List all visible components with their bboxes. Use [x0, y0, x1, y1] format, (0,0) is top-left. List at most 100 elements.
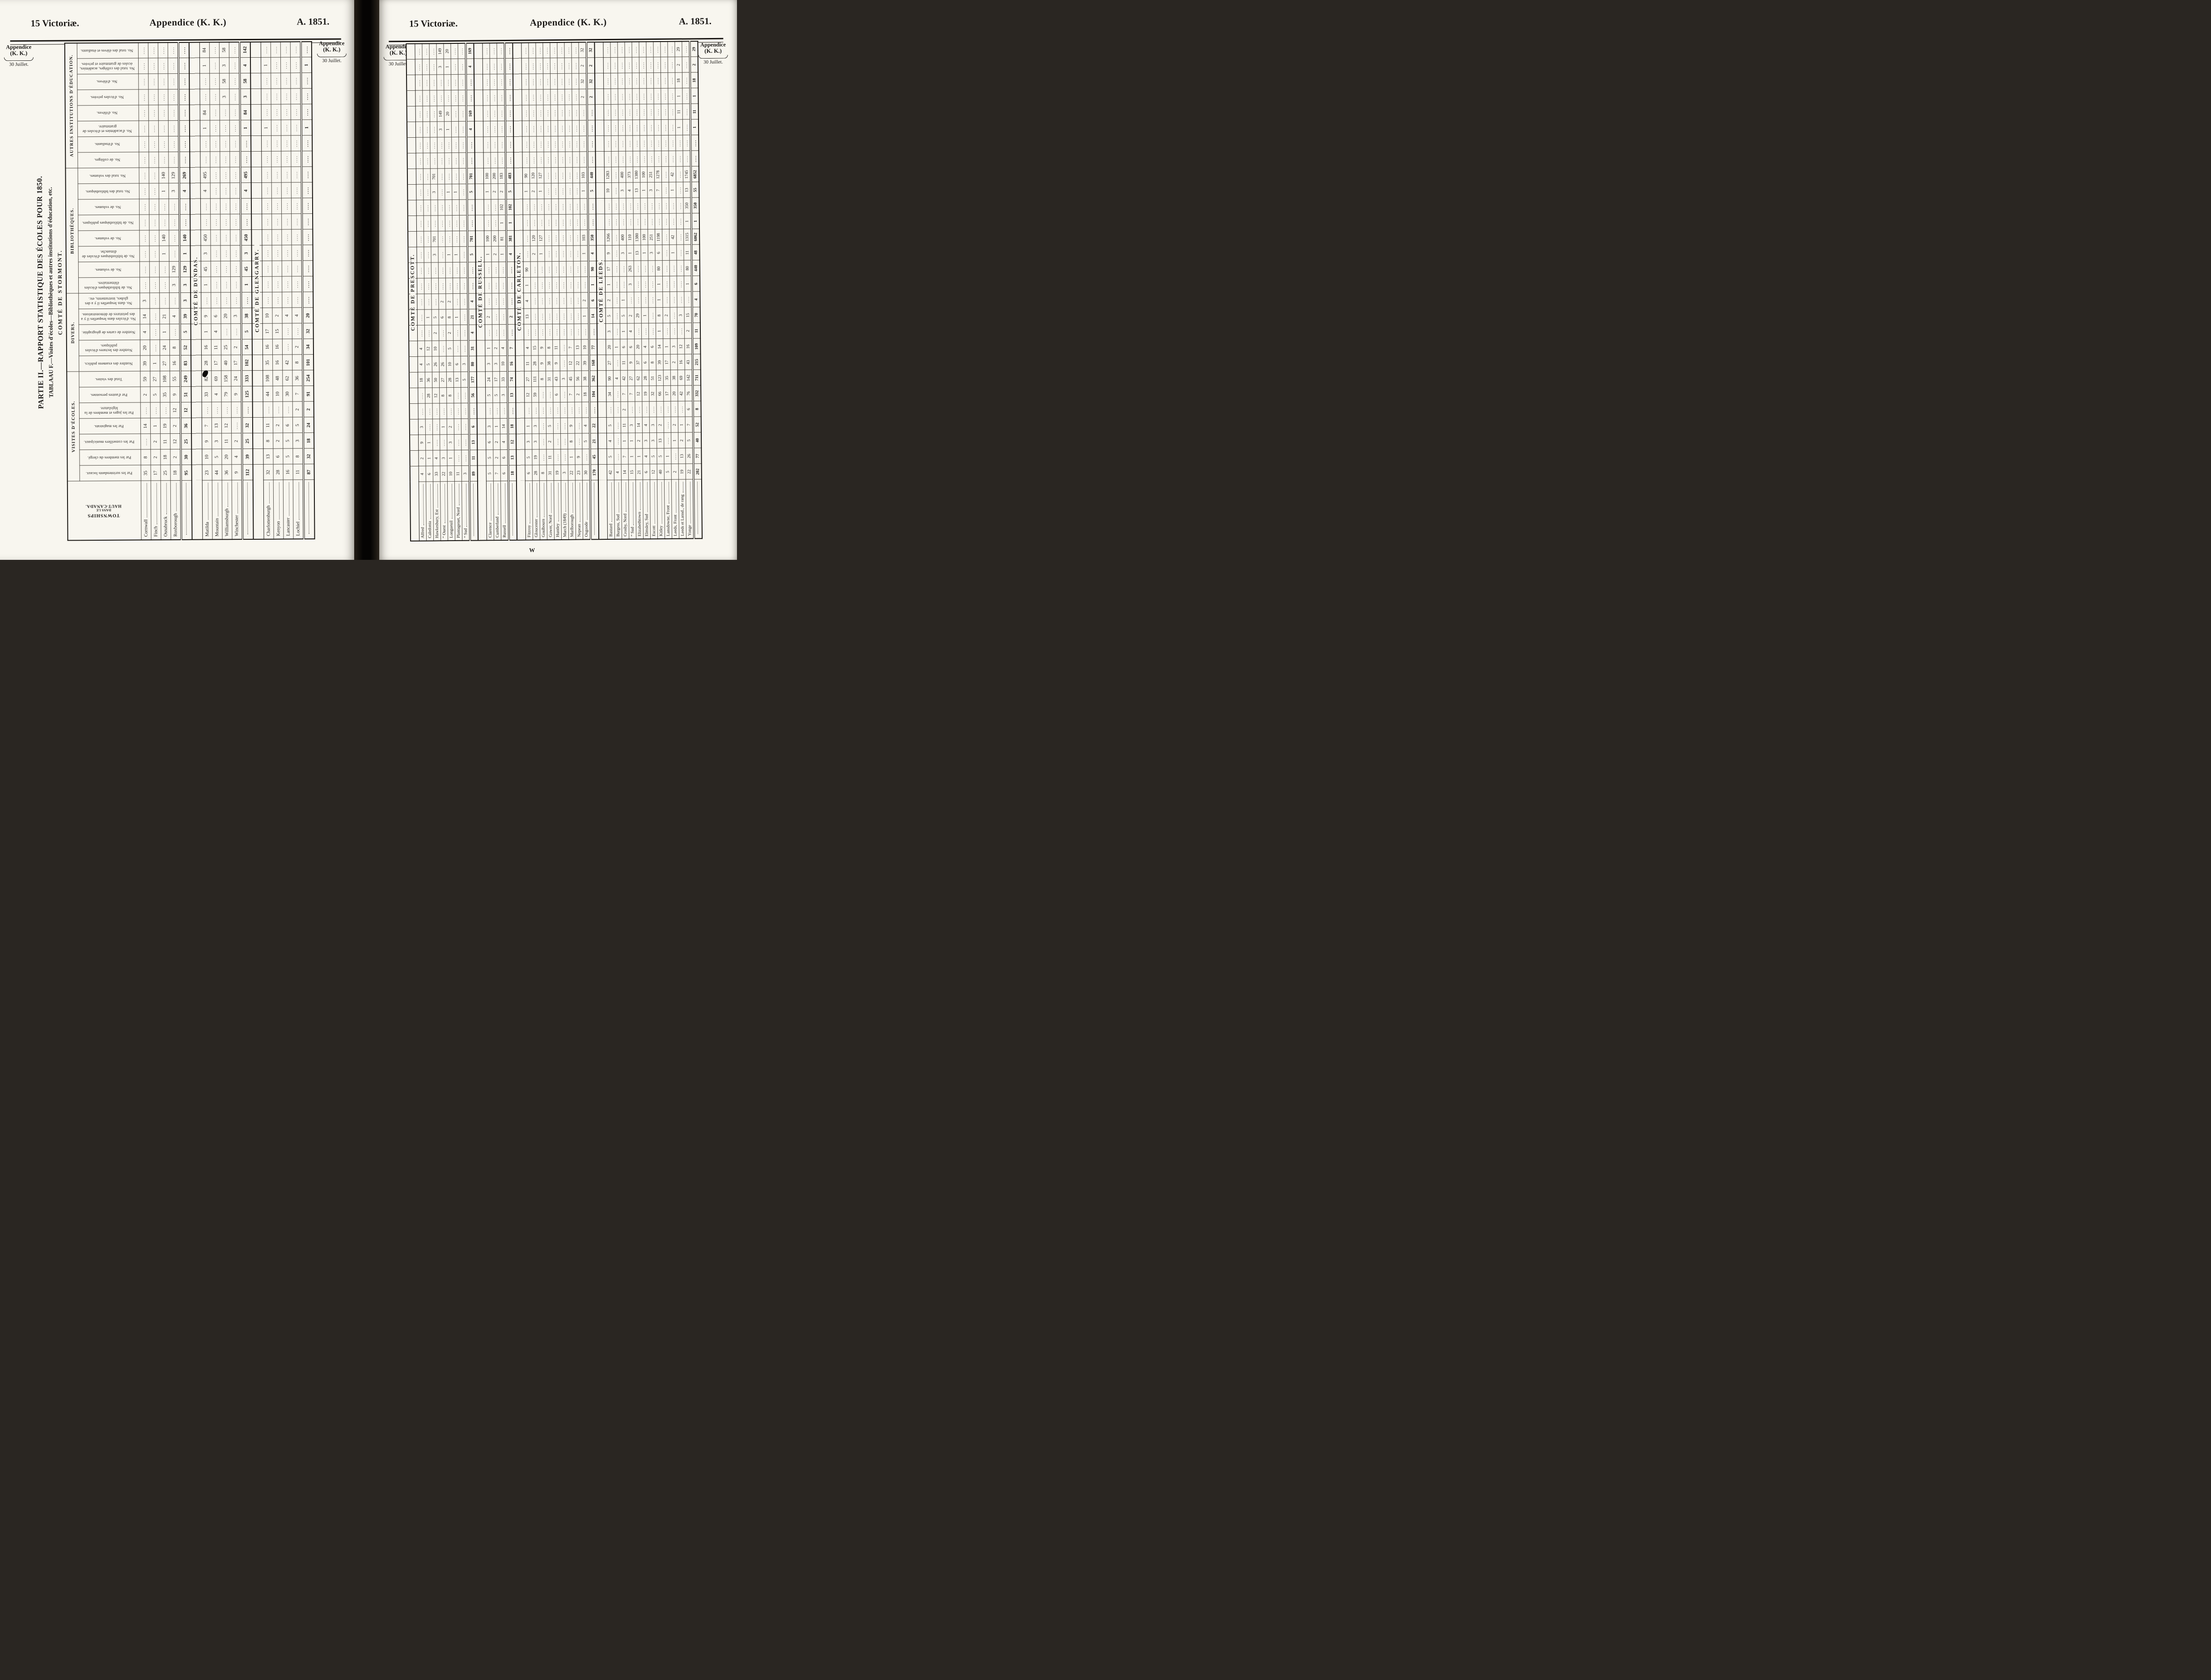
stat-cell: ....: [200, 214, 211, 230]
stat-cell: ....: [566, 245, 574, 262]
stat-cell: ....: [262, 198, 272, 214]
column-header: No. total des volumes.: [77, 168, 140, 184]
stat-cell: ....: [417, 325, 425, 341]
year-label: A. 1851.: [296, 16, 330, 27]
stat-cell: 62: [635, 370, 642, 386]
stat-cell: ....: [430, 200, 438, 216]
stat-cell: ....: [229, 151, 241, 168]
stat-cell: ....: [445, 231, 453, 247]
year-label: A. 1851.: [678, 15, 712, 27]
township-label: Bastard: [608, 480, 614, 539]
stat-cell: 1: [613, 339, 620, 355]
stat-cell: 8: [539, 465, 547, 481]
stat-cell: 6: [589, 292, 597, 309]
stat-cell: 42: [669, 166, 676, 182]
township-name: Crosby, Nord: [623, 513, 628, 537]
stat-cell: 6: [273, 449, 284, 465]
stat-cell: 1: [522, 183, 530, 199]
stat-cell: ....: [459, 152, 467, 169]
township-name: “ Sud: [630, 527, 635, 537]
stat-cell: 1: [656, 323, 663, 339]
dotted-leader: [490, 483, 491, 521]
stat-cell: ....: [453, 340, 461, 357]
stat-cell: ....: [199, 89, 210, 105]
stat-cell: ....: [504, 58, 513, 75]
binding-gutter: [354, 0, 379, 560]
stat-cell: ....: [210, 105, 220, 121]
stat-cell: 42: [620, 370, 628, 386]
column-header-text: Par les juges et membres de la législatu…: [84, 406, 134, 416]
township-name: Elmsley, Sud: [644, 514, 649, 537]
county-title: COMTÉ DE DUNDAS.: [193, 251, 199, 331]
stat-cell: ....: [283, 402, 293, 418]
stat-cell: ....: [291, 135, 302, 152]
stat-cell: ....: [633, 198, 641, 214]
stat-cell: 27: [606, 355, 614, 371]
stat-cell: 20: [606, 339, 613, 355]
stat-cell: ....: [423, 169, 431, 185]
stat-cell: ....: [573, 214, 580, 230]
stat-cell: 48: [272, 370, 283, 386]
stat-cell: ....: [220, 136, 230, 152]
stat-cell: 45: [590, 449, 598, 465]
township-label: Russell: [502, 482, 507, 540]
stat-cell: ....: [625, 89, 633, 105]
stat-cell: ....: [669, 276, 677, 292]
stat-cell: 169: [466, 43, 474, 59]
stat-cell: 4: [211, 324, 221, 340]
column-header: No. de bibliothèques publiques.: [78, 215, 140, 231]
stat-cell: 1: [447, 450, 455, 466]
stat-cell: ....: [538, 402, 546, 419]
stat-cell: ....: [663, 323, 670, 339]
stat-cell: 2: [292, 402, 303, 418]
stat-cell: ....: [676, 213, 684, 229]
scanned-spread: 15 Victoriæ. Appendice (K. K.) A. 1851. …: [0, 0, 737, 560]
running-head-left: 15 Victoriæ. Appendice (K. K.) A. 1851.: [0, 16, 353, 30]
township-name: “ Ouest: [442, 525, 447, 538]
stat-cell: ....: [675, 135, 683, 151]
stat-cell: 3: [169, 183, 179, 199]
stat-cell: ....: [262, 214, 272, 230]
stat-cell: ....: [301, 198, 313, 214]
column-header: No. de volumes.: [78, 199, 140, 216]
stat-cell: 26: [685, 448, 694, 464]
stat-cell: ....: [661, 198, 669, 214]
column-header: No. total des collèges, académies, école…: [77, 58, 139, 75]
stat-cell: ....: [581, 324, 589, 340]
stat-cell: ....: [280, 42, 291, 58]
dotted-leader: [586, 482, 588, 520]
stat-cell: ....: [302, 276, 313, 292]
stat-cell: ....: [560, 433, 568, 449]
stat-cell: 2: [231, 339, 242, 355]
stat-cell: 400: [619, 229, 627, 245]
stat-cell: 108: [160, 371, 170, 387]
stat-cell: 16: [272, 339, 283, 355]
stat-cell: ....: [682, 72, 690, 89]
stat-cell: ....: [169, 230, 180, 246]
stat-cell: ....: [273, 402, 283, 418]
stat-cell: ....: [580, 152, 588, 168]
stat-cell: ....: [291, 104, 301, 120]
column-header: No. d'académies et d'écoles de grammaire…: [77, 121, 139, 137]
stat-cell: ....: [551, 183, 559, 199]
township-label-cell: Charlottenburgh: [263, 480, 274, 539]
stat-cell: ....: [292, 245, 302, 261]
stat-cell: ....: [179, 199, 191, 215]
stat-cell: ....: [662, 213, 669, 229]
stat-cell: 18: [508, 418, 517, 434]
stat-cell: 16: [169, 355, 181, 372]
stat-cell: ....: [573, 277, 581, 293]
stat-cell: 21: [635, 464, 643, 480]
stat-cell: ....: [613, 402, 621, 418]
stat-cell: 8: [446, 309, 453, 326]
stat-cell: 1198: [655, 229, 662, 245]
stat-cell: 3: [437, 122, 445, 138]
stat-cell: ....: [178, 120, 190, 136]
stat-cell: ....: [483, 59, 490, 75]
stat-cell: 2: [493, 450, 501, 466]
stat-cell: ....: [647, 135, 654, 152]
township-label: Elmsley, Sud: [644, 480, 649, 539]
stat-cell: 142: [239, 42, 250, 58]
stat-cell: 5: [606, 417, 614, 434]
stat-cell: 8: [292, 355, 303, 371]
